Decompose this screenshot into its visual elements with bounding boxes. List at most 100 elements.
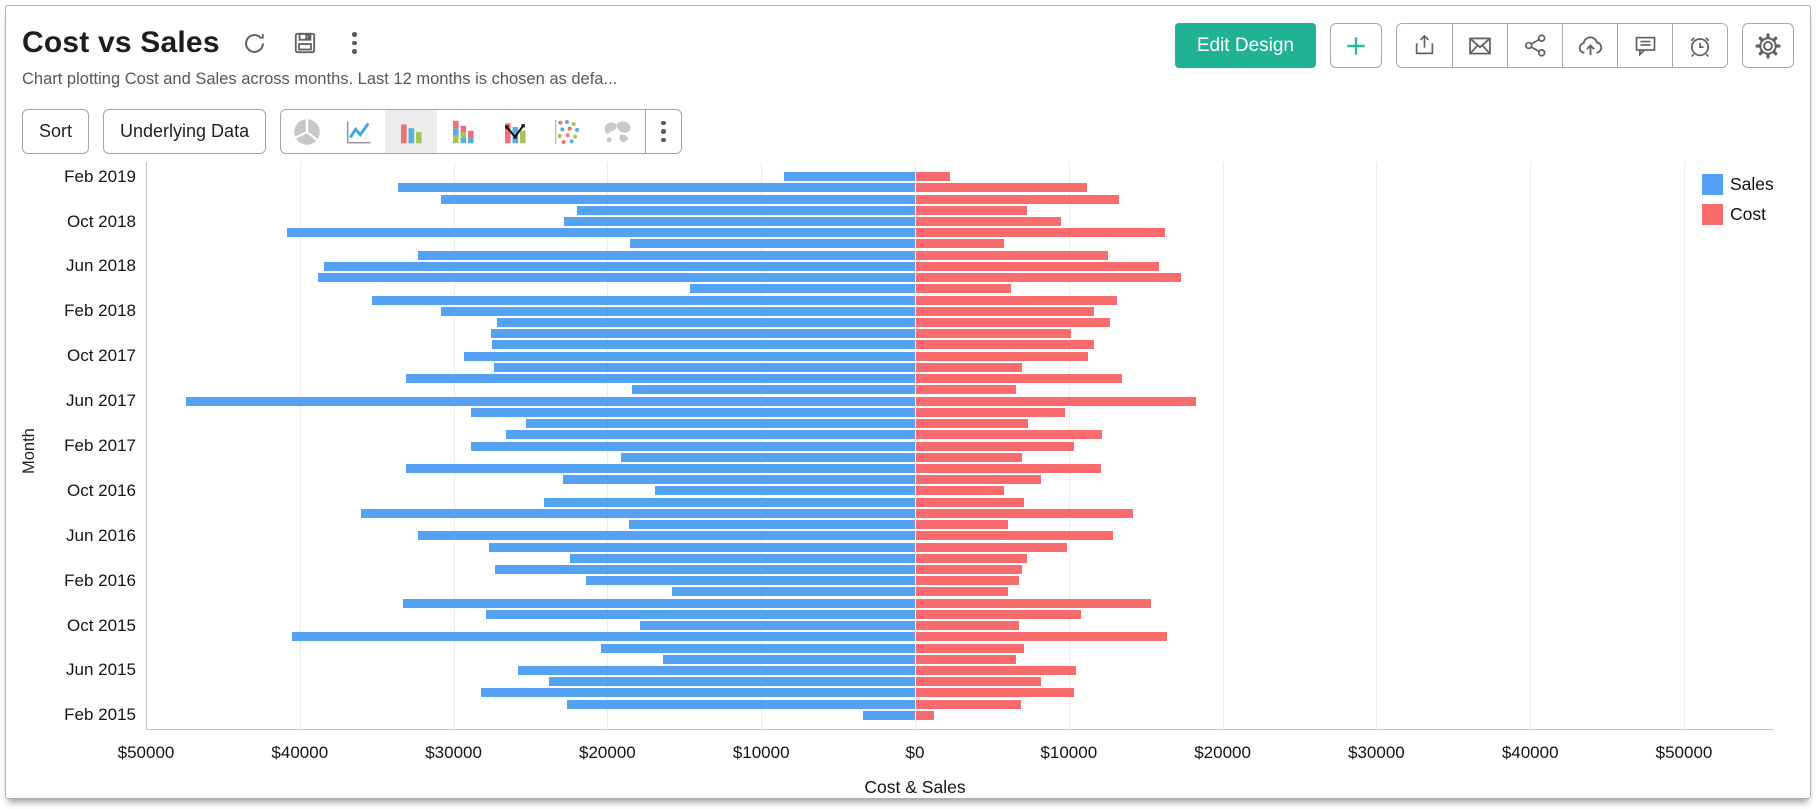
bar-sales-may-2018[interactable] bbox=[318, 273, 915, 283]
bar-cost-feb-2016[interactable] bbox=[916, 576, 1020, 586]
save-button[interactable] bbox=[290, 28, 320, 58]
bar-cost-sep-2015[interactable] bbox=[916, 632, 1167, 642]
bar-cost-apr-2018[interactable] bbox=[916, 284, 1012, 294]
bar-cost-sep-2018[interactable] bbox=[916, 228, 1166, 238]
bar-sales-jan-2018[interactable] bbox=[496, 318, 915, 328]
chart-type-pie[interactable] bbox=[281, 110, 333, 153]
add-button[interactable] bbox=[1330, 23, 1382, 68]
bar-sales-jan-2017[interactable] bbox=[621, 452, 915, 462]
bar-sales-jul-2018[interactable] bbox=[418, 250, 915, 260]
bar-sales-jun-2015[interactable] bbox=[518, 665, 915, 675]
bar-cost-jun-2017[interactable] bbox=[916, 396, 1196, 406]
bar-sales-dec-2015[interactable] bbox=[402, 598, 915, 608]
bar-sales-jul-2016[interactable] bbox=[628, 520, 915, 530]
bar-sales-may-2016[interactable] bbox=[488, 542, 915, 552]
bar-sales-sep-2017[interactable] bbox=[493, 362, 915, 372]
bar-sales-oct-2015[interactable] bbox=[639, 621, 915, 631]
legend-item-sales[interactable]: Sales bbox=[1702, 174, 1774, 195]
bar-cost-feb-2017[interactable] bbox=[916, 441, 1075, 451]
bar-cost-dec-2017[interactable] bbox=[916, 329, 1072, 339]
bar-sales-apr-2016[interactable] bbox=[570, 553, 915, 563]
bar-sales-jul-2017[interactable] bbox=[632, 385, 915, 395]
bar-cost-apr-2017[interactable] bbox=[916, 419, 1029, 429]
bar-cost-nov-2017[interactable] bbox=[916, 340, 1095, 350]
bar-sales-jul-2015[interactable] bbox=[662, 654, 915, 664]
chart-type-scatter[interactable] bbox=[541, 110, 593, 153]
bar-sales-may-2015[interactable] bbox=[548, 677, 915, 687]
bar-cost-dec-2015[interactable] bbox=[916, 598, 1152, 608]
bar-cost-may-2016[interactable] bbox=[916, 542, 1067, 552]
chart-type-map[interactable] bbox=[593, 110, 645, 153]
bar-sales-nov-2016[interactable] bbox=[562, 475, 915, 485]
bar-cost-jun-2018[interactable] bbox=[916, 261, 1159, 271]
bar-cost-oct-2018[interactable] bbox=[916, 217, 1061, 226]
bar-cost-jul-2015[interactable] bbox=[916, 654, 1016, 664]
bar-sales-mar-2015[interactable] bbox=[567, 699, 915, 709]
bar-sales-apr-2017[interactable] bbox=[525, 419, 915, 429]
bar-sales-sep-2015[interactable] bbox=[292, 632, 915, 642]
bar-cost-sep-2016[interactable] bbox=[916, 497, 1024, 507]
bar-sales-dec-2018[interactable] bbox=[441, 194, 915, 204]
bar-cost-jul-2016[interactable] bbox=[916, 520, 1009, 530]
email-button[interactable] bbox=[1452, 24, 1507, 67]
bar-cost-jul-2017[interactable] bbox=[916, 385, 1016, 395]
bar-cost-aug-2018[interactable] bbox=[916, 239, 1004, 249]
bar-sales-feb-2016[interactable] bbox=[585, 576, 915, 586]
bar-cost-dec-2016[interactable] bbox=[916, 463, 1101, 473]
bar-cost-jun-2016[interactable] bbox=[916, 531, 1113, 541]
chart-type-more-button[interactable] bbox=[645, 110, 681, 153]
bar-sales-feb-2018[interactable] bbox=[441, 306, 915, 316]
bar-sales-aug-2017[interactable] bbox=[405, 374, 915, 384]
bar-sales-nov-2017[interactable] bbox=[492, 340, 915, 350]
bar-sales-oct-2018[interactable] bbox=[564, 217, 915, 226]
bar-sales-apr-2018[interactable] bbox=[690, 284, 915, 294]
bar-sales-dec-2016[interactable] bbox=[405, 463, 915, 473]
bar-cost-aug-2016[interactable] bbox=[916, 508, 1133, 518]
bar-cost-jul-2018[interactable] bbox=[916, 250, 1109, 260]
bar-cost-jan-2016[interactable] bbox=[916, 587, 1009, 597]
bar-sales-oct-2016[interactable] bbox=[655, 486, 915, 496]
bar-cost-sep-2017[interactable] bbox=[916, 362, 1023, 372]
bar-cost-jan-2019[interactable] bbox=[916, 183, 1087, 193]
bar-sales-feb-2017[interactable] bbox=[470, 441, 915, 451]
bar-sales-aug-2015[interactable] bbox=[601, 643, 915, 653]
bar-cost-jun-2015[interactable] bbox=[916, 665, 1076, 675]
bar-sales-feb-2015[interactable] bbox=[862, 710, 915, 720]
bar-cost-mar-2016[interactable] bbox=[916, 564, 1023, 574]
bar-cost-nov-2016[interactable] bbox=[916, 475, 1041, 485]
bar-sales-jun-2017[interactable] bbox=[185, 396, 915, 406]
bar-cost-mar-2018[interactable] bbox=[916, 295, 1118, 305]
bar-cost-oct-2017[interactable] bbox=[916, 351, 1089, 361]
alert-button[interactable] bbox=[1672, 24, 1727, 67]
chart-type-line[interactable] bbox=[333, 110, 385, 153]
bar-cost-jan-2017[interactable] bbox=[916, 452, 1023, 462]
bar-cost-mar-2015[interactable] bbox=[916, 699, 1021, 709]
bar-sales-dec-2017[interactable] bbox=[490, 329, 915, 339]
bar-sales-jun-2016[interactable] bbox=[418, 531, 915, 541]
bar-cost-apr-2015[interactable] bbox=[916, 688, 1075, 698]
share-button[interactable] bbox=[1507, 24, 1562, 67]
bar-cost-nov-2015[interactable] bbox=[916, 609, 1081, 619]
bar-cost-may-2018[interactable] bbox=[916, 273, 1181, 283]
bar-cost-may-2017[interactable] bbox=[916, 407, 1066, 417]
bar-cost-mar-2017[interactable] bbox=[916, 430, 1103, 440]
bar-sales-mar-2018[interactable] bbox=[372, 295, 915, 305]
bar-sales-nov-2015[interactable] bbox=[485, 609, 915, 619]
bar-sales-mar-2017[interactable] bbox=[505, 430, 915, 440]
bar-sales-jun-2018[interactable] bbox=[324, 261, 915, 271]
bar-sales-sep-2016[interactable] bbox=[544, 497, 915, 507]
bar-cost-oct-2015[interactable] bbox=[916, 621, 1020, 631]
refresh-button[interactable] bbox=[240, 28, 270, 58]
bar-sales-apr-2015[interactable] bbox=[481, 688, 915, 698]
edit-design-button[interactable]: Edit Design bbox=[1174, 23, 1316, 68]
comment-button[interactable] bbox=[1617, 24, 1672, 67]
bar-cost-oct-2016[interactable] bbox=[916, 486, 1004, 496]
bar-cost-dec-2018[interactable] bbox=[916, 194, 1120, 204]
bar-sales-may-2017[interactable] bbox=[470, 407, 915, 417]
bar-sales-jan-2019[interactable] bbox=[398, 183, 915, 193]
bar-cost-feb-2018[interactable] bbox=[916, 306, 1095, 316]
bar-cost-may-2015[interactable] bbox=[916, 677, 1041, 687]
bar-sales-jan-2016[interactable] bbox=[671, 587, 915, 597]
chart-type-stacked-bar[interactable] bbox=[437, 110, 489, 153]
bar-sales-nov-2018[interactable] bbox=[576, 205, 915, 215]
